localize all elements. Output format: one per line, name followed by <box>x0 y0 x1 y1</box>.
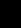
Bar <box>7 4 12 8</box>
Text: E/O: E/O <box>1 0 21 28</box>
Bar <box>4 13 6 14</box>
Bar <box>16 9 18 12</box>
Bar <box>4 20 9 24</box>
Bar <box>12 4 17 8</box>
FancyBboxPatch shape <box>3 10 16 18</box>
Bar <box>16 14 18 17</box>
Text: O/E: O/E <box>1 0 21 28</box>
Text: satellite dish 132: satellite dish 132 <box>0 0 20 28</box>
Text: satellite dish 134: satellite dish 134 <box>0 0 20 28</box>
Text: 130: 130 <box>6 0 21 28</box>
Bar <box>9 20 13 23</box>
Text: Fig. 1: Fig. 1 <box>0 1 18 28</box>
Bar <box>4 20 14 24</box>
Text: 162: 162 <box>1 0 21 28</box>
Text: 164: 164 <box>1 0 21 28</box>
Bar <box>7 4 11 7</box>
Text: interface: interface <box>1 0 21 28</box>
Bar <box>7 4 17 8</box>
Bar <box>4 20 8 23</box>
Bar <box>12 4 16 7</box>
Text: interface: interface <box>1 0 21 28</box>
Bar <box>9 20 13 24</box>
Text: satellite: satellite <box>6 0 21 28</box>
Text: 100: 100 <box>4 0 21 28</box>
